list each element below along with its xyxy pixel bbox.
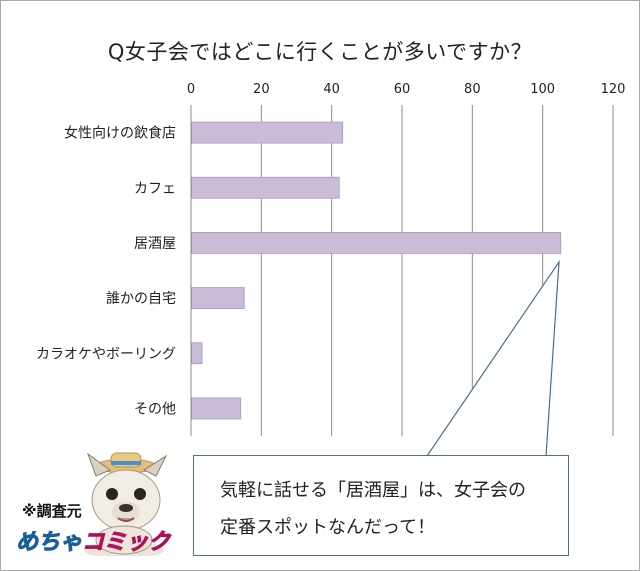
bar <box>191 121 344 144</box>
brand-logo-part-b: コミック <box>82 530 171 556</box>
callout-line-1: 気軽に話せる「居酒屋」は、女子会の <box>220 480 526 501</box>
callout-line-2: 定番スポットなんだって！ <box>220 517 436 538</box>
category-label: カフェ <box>134 181 176 197</box>
x-tick-label: 40 <box>323 82 340 97</box>
bar <box>191 342 203 365</box>
bar <box>191 176 340 199</box>
callout-box: 気軽に話せる「居酒屋」は、女子会の 定番スポットなんだって！ <box>193 455 569 556</box>
x-tick-label: 120 <box>601 82 626 97</box>
x-tick-label: 0 <box>187 82 195 97</box>
source-label: ※調査元 <box>22 502 82 520</box>
mascot-dog-image <box>84 452 168 556</box>
category-label: その他 <box>134 401 176 417</box>
category-label: 誰かの自宅 <box>106 291 176 307</box>
chart-title: Q女子会ではどこに行くことが多いですか？ <box>107 40 533 64</box>
brand-logo: めちゃコミック <box>15 524 171 556</box>
callout-pointer <box>426 259 560 457</box>
bar <box>191 232 562 254</box>
category-label: 女性向けの飲食店 <box>64 125 176 142</box>
x-tick-label: 80 <box>464 82 481 97</box>
category-label: 居酒屋 <box>134 236 176 252</box>
x-tick-label: 20 <box>253 82 270 97</box>
x-tick-label: 60 <box>394 82 411 97</box>
bar <box>191 397 242 420</box>
bar <box>191 287 245 309</box>
x-tick-label: 100 <box>530 82 555 97</box>
category-label: カラオケやボーリング <box>36 346 176 362</box>
brand-logo-part-a: めちゃ <box>15 530 83 556</box>
